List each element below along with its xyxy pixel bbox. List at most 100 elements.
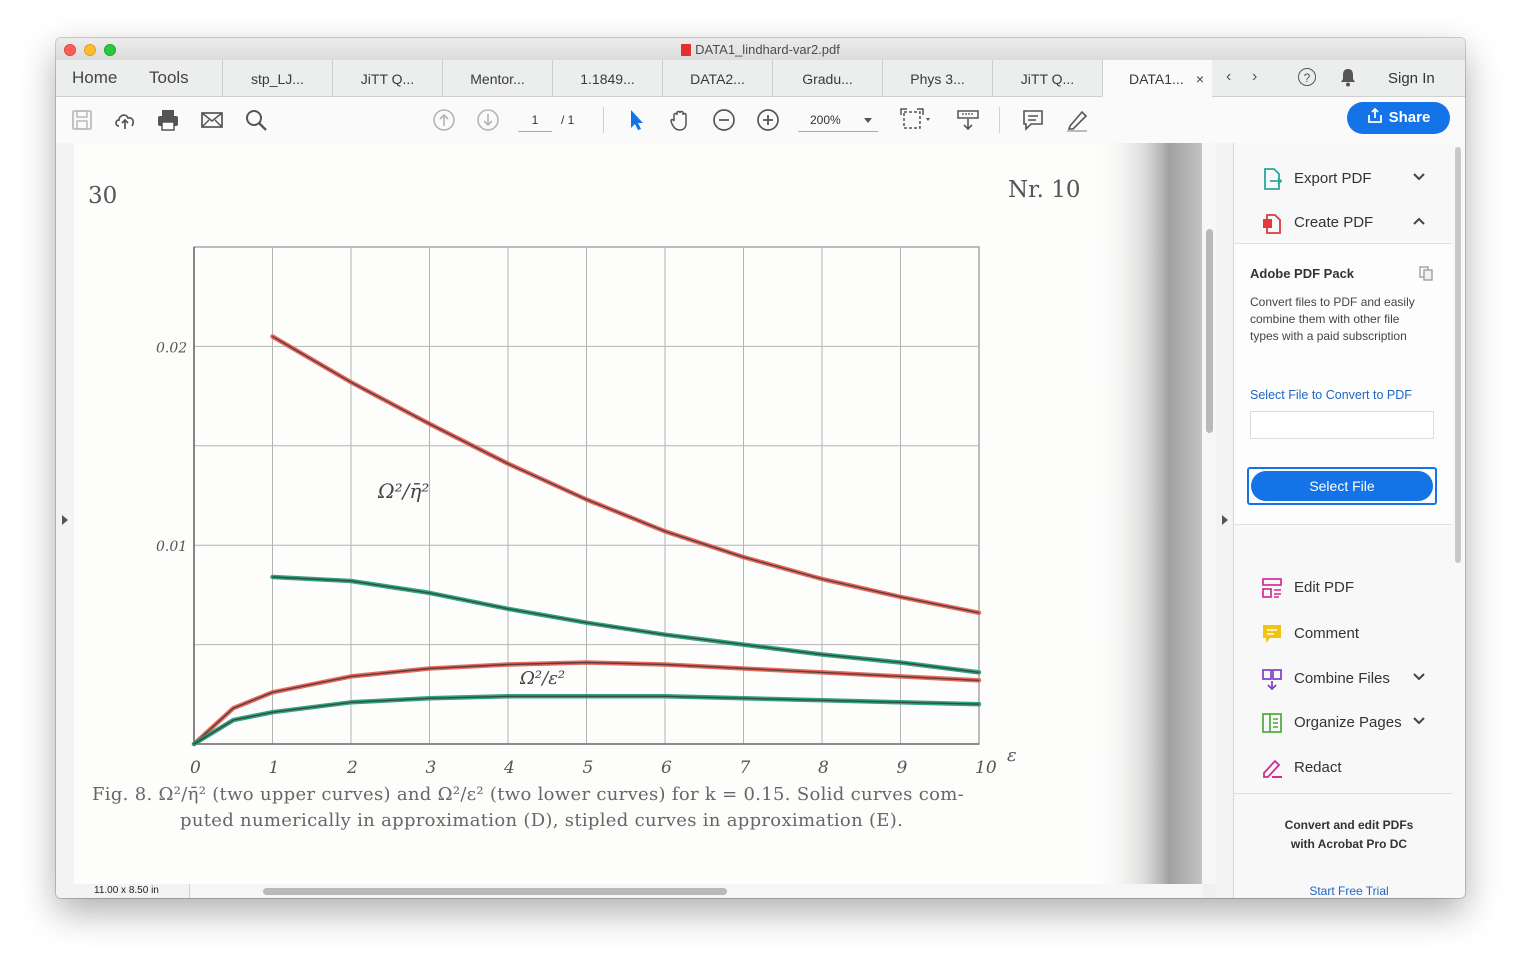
export-pdf-item[interactable]: Export PDF (1234, 161, 1452, 197)
pack-description: Convert files to PDF and easily combine … (1250, 295, 1415, 343)
window-controls (64, 43, 124, 61)
select-file-button[interactable]: Select File (1251, 471, 1433, 501)
series-line-stipled (270, 334, 982, 616)
comment-label: Comment (1294, 625, 1360, 642)
issue-number: Nr. 10 (1008, 177, 1081, 203)
close-tab-icon[interactable]: × (1195, 71, 1204, 87)
create-pdf-label: Create PDF (1294, 214, 1374, 231)
doc-tab[interactable]: Phys 3... (882, 60, 992, 96)
tab-prev-icon[interactable]: ‹ (1226, 68, 1232, 85)
combine-files-item[interactable]: Combine Files (1234, 661, 1452, 697)
zoom-out-icon[interactable] (711, 107, 737, 133)
create-pdf-item[interactable]: Create PDF (1234, 205, 1452, 241)
toolbar-divider (999, 107, 1000, 133)
doc-tab[interactable]: Gradu... (772, 60, 882, 96)
chevron-down-icon[interactable] (1412, 714, 1426, 728)
tab-bar: Home Tools stp_LJ... JiTT Q... Mentor...… (56, 60, 1465, 97)
horizontal-scroll-thumb[interactable] (263, 888, 727, 895)
upload-cloud-icon[interactable] (112, 107, 138, 133)
x-tick-label: 9 (897, 758, 908, 778)
pack-files-icon (1419, 266, 1433, 281)
doc-tab[interactable]: 1.1849... (552, 60, 662, 96)
y-tick-label: 0.01 (156, 539, 187, 555)
chevron-down-icon[interactable] (1412, 670, 1426, 684)
chevron-down-icon[interactable] (1412, 170, 1426, 184)
organize-pages-icon (1262, 713, 1282, 733)
y-tick-label: 0.02 (156, 340, 187, 356)
tab-home[interactable]: Home (72, 68, 118, 87)
vertical-scroll-thumb[interactable] (1206, 229, 1213, 433)
print-icon[interactable] (155, 107, 181, 133)
comment-icon[interactable] (1020, 107, 1046, 133)
chevron-down-icon (864, 118, 872, 123)
toolbar-divider (603, 107, 604, 133)
page-size-readout: 11.00 x 8.50 in (74, 884, 190, 898)
scroll-mode-icon[interactable] (955, 107, 981, 133)
share-icon (1367, 107, 1382, 123)
notifications-bell-icon[interactable] (1339, 67, 1357, 87)
figure-caption-line1: Fig. 8. Ω²/η̄² (two upper curves) and Ω²… (92, 784, 965, 805)
minimize-window-button[interactable] (84, 44, 96, 56)
redact-icon (1263, 759, 1282, 778)
chevron-up-icon[interactable] (1412, 214, 1426, 228)
close-window-button[interactable] (64, 44, 76, 56)
horizontal-scrollbar[interactable] (74, 884, 1202, 898)
zoom-in-icon[interactable] (755, 107, 781, 133)
edit-pdf-item[interactable]: Edit PDF (1234, 570, 1452, 606)
x-tick-label: 7 (740, 758, 751, 778)
comment-item[interactable]: Comment (1234, 616, 1452, 652)
left-panel-toggle[interactable] (56, 143, 74, 898)
combine-files-label: Combine Files (1294, 670, 1390, 687)
doc-tab[interactable]: Mentor... (442, 60, 552, 96)
page-down-icon[interactable] (475, 107, 501, 133)
panel-scroll-thumb[interactable] (1455, 147, 1461, 563)
select-cursor-icon[interactable] (623, 107, 649, 133)
share-button[interactable]: Share (1347, 102, 1450, 134)
zoom-level-select[interactable]: 200% (798, 109, 878, 132)
series-line-solid (272, 335, 980, 614)
export-pdf-icon (1264, 168, 1283, 190)
hand-icon[interactable] (667, 107, 693, 133)
scanned-figure: 0 1 2 3 4 5 6 7 8 9 10 0.02 0.01 ε (156, 143, 1202, 884)
redact-item[interactable]: Redact (1234, 750, 1452, 786)
tab-next-icon[interactable]: › (1252, 68, 1258, 85)
x-tick-label: 8 (818, 758, 829, 778)
acrobat-window: DATA1_lindhard-var2.pdf Home Tools stp_L… (56, 38, 1465, 898)
file-input[interactable] (1250, 411, 1434, 439)
doc-tab[interactable]: JiTT Q... (992, 60, 1102, 96)
collapse-right-icon (1222, 515, 1228, 525)
zoom-window-button[interactable] (104, 44, 116, 56)
doc-tab[interactable]: stp_LJ... (222, 60, 332, 96)
panel-divider (1234, 793, 1452, 794)
redact-label: Redact (1294, 759, 1342, 776)
page-number-input[interactable]: 1 (518, 109, 552, 132)
pdf-pack-box: Adobe PDF Pack Convert files to PDF and … (1234, 243, 1452, 525)
document-area: 0 1 2 3 4 5 6 7 8 9 10 0.02 0.01 ε 30 Nr. 10 Ω²/η̄² Ω… (56, 143, 1216, 898)
x-tick-label: 3 (426, 758, 437, 778)
doc-tab[interactable]: DATA2... (662, 60, 772, 96)
doc-tab-label: DATA1... (1129, 71, 1184, 87)
tab-tools[interactable]: Tools (149, 68, 189, 87)
series-line-solid (193, 695, 980, 745)
help-icon[interactable]: ? (1298, 68, 1316, 86)
select-file-label: Select File to Convert to PDF (1250, 388, 1412, 402)
fit-page-icon[interactable] (899, 107, 935, 133)
create-pdf-icon (1263, 214, 1281, 234)
right-panel-toggle[interactable] (1216, 143, 1234, 898)
page-total: / 1 (561, 113, 575, 127)
share-label: Share (1388, 109, 1431, 126)
vertical-scrollbar[interactable] (1202, 143, 1216, 884)
organize-pages-item[interactable]: Organize Pages (1234, 705, 1452, 741)
doc-tab[interactable]: JiTT Q... (332, 60, 442, 96)
panel-scrollbar[interactable] (1452, 143, 1465, 898)
window-title-text: DATA1_lindhard-var2.pdf (695, 42, 840, 57)
page-up-icon[interactable] (431, 107, 457, 133)
start-free-trial-link[interactable]: Start Free Trial (1309, 884, 1389, 898)
highlight-icon[interactable] (1064, 107, 1090, 133)
doc-tab-active[interactable]: DATA1... × (1102, 60, 1212, 97)
save-icon[interactable] (69, 107, 95, 133)
sign-in-link[interactable]: Sign In (1388, 70, 1435, 87)
mail-icon[interactable] (199, 107, 225, 133)
promo-line1: Convert and edit PDFs (1284, 818, 1414, 832)
search-icon[interactable] (243, 107, 269, 133)
